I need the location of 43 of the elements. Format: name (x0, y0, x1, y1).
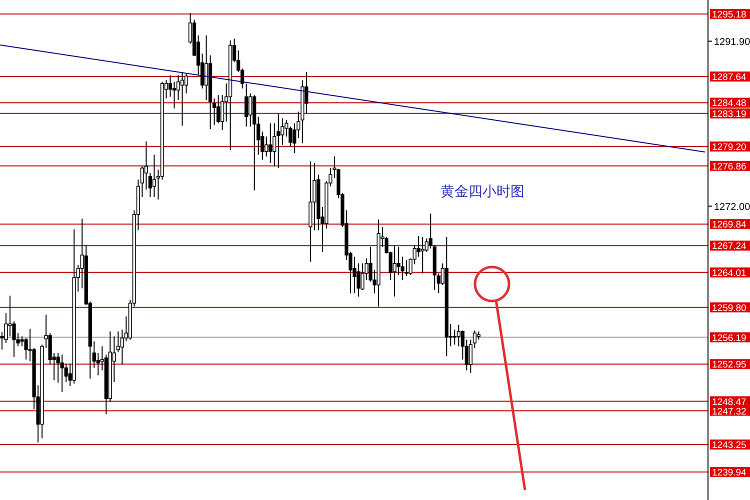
candlestick (404, 260, 408, 276)
ref-line-label: 1264.01 (712, 268, 746, 279)
candlestick (400, 256, 404, 280)
ref-line-label: 1256.19 (712, 332, 746, 344)
y-tick-label: 1272.00 (714, 202, 750, 214)
candlestick (176, 74, 180, 101)
candlestick (152, 154, 156, 198)
candlestick (216, 94, 220, 124)
text: 黄金四小时图 (440, 183, 525, 199)
ref-line-label: 1248.47 (712, 396, 746, 408)
ref-line-label: 1252.95 (712, 360, 746, 371)
y-tick-label: 1291.90 (714, 37, 750, 48)
candlestick (64, 363, 68, 382)
candlestick (180, 71, 184, 126)
ref-line-label: 1279.20 (712, 142, 746, 153)
candlestick (292, 122, 296, 154)
ref-line-label: 1295.18 (712, 10, 746, 21)
candlestick (244, 82, 248, 128)
ref-line-label: 1259.80 (712, 302, 746, 314)
candlestick (220, 94, 224, 130)
ref-line-label: 1243.25 (712, 440, 746, 452)
ref-line-label: 1269.84 (712, 220, 746, 231)
candlestick (20, 336, 24, 347)
candlestick (60, 354, 64, 392)
candlestick (204, 34, 208, 101)
ref-line-label: 1283.19 (712, 108, 746, 120)
candlestick (248, 92, 252, 128)
candlestick (272, 122, 276, 167)
candlestick (352, 256, 356, 294)
candlestick (268, 122, 272, 164)
ref-line-label: 1239.94 (712, 467, 746, 478)
candlestick (264, 136, 268, 157)
candlestick (392, 244, 396, 298)
ref-line-label: 1287.64 (712, 72, 746, 84)
candlestick (8, 295, 12, 337)
ref-line-label: 1276.86 (712, 161, 746, 172)
ref-line-label: 1284.48 (712, 98, 746, 110)
ref-line-label: 1267.24 (712, 241, 746, 252)
ref-line-label: 1247.32 (712, 406, 746, 418)
candlestick (456, 324, 460, 347)
candlestick (276, 112, 280, 169)
candlestick (172, 81, 176, 109)
candlestick (420, 236, 424, 274)
